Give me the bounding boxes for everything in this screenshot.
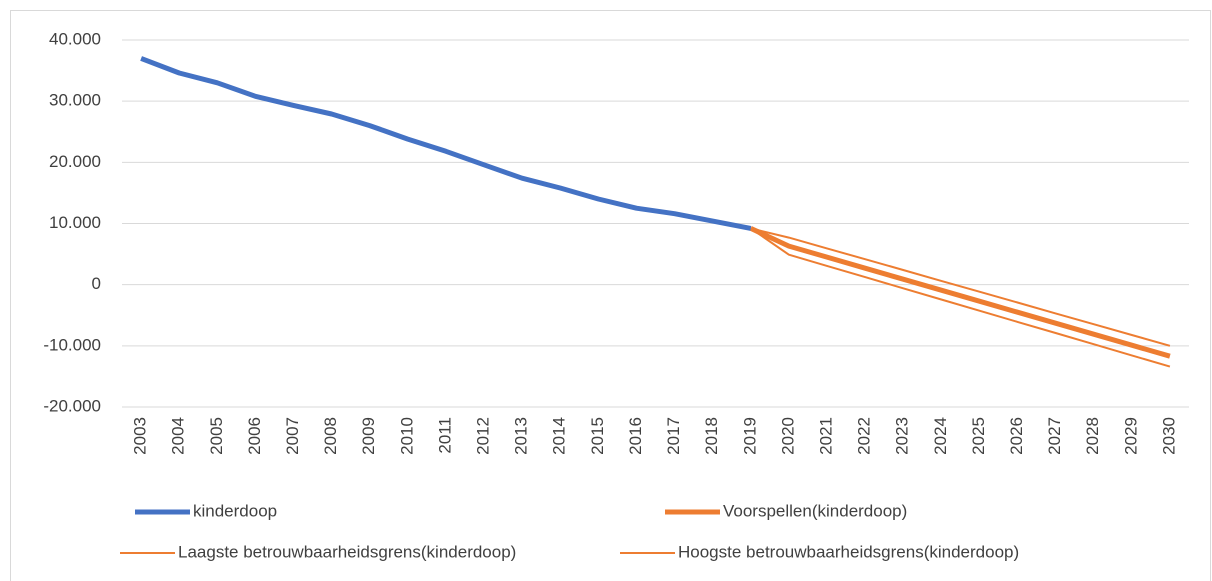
x-tick-label: 2003	[131, 417, 150, 455]
series-line	[750, 227, 1171, 347]
x-tick-label: 2023	[893, 417, 912, 455]
x-tick-label: 2028	[1083, 417, 1102, 455]
x-tick-label: 2015	[588, 417, 607, 455]
y-tick-label: 20.000	[49, 152, 101, 171]
x-tick-label: 2029	[1121, 417, 1140, 455]
series-line	[750, 227, 1171, 368]
x-tick-label: 2004	[169, 417, 188, 455]
x-tick-label: 2027	[1045, 417, 1064, 455]
series-line	[749, 226, 1171, 359]
legend-label: kinderdoop	[193, 501, 277, 520]
legend-label: Hoogste betrouwbaarheidsgrens(kinderdoop…	[678, 542, 1019, 561]
x-tick-label: 2021	[816, 417, 835, 455]
x-tick-label: 2020	[778, 417, 797, 455]
x-tick-label: 2014	[550, 417, 569, 455]
y-tick-label: 40.000	[49, 29, 101, 48]
y-tick-label: -10.000	[43, 335, 101, 354]
x-tick-label: 2016	[626, 417, 645, 455]
chart-frame	[10, 10, 1211, 581]
x-tick-label: 2022	[855, 417, 874, 455]
x-tick-label: 2006	[245, 417, 264, 455]
x-tick-label: 2026	[1007, 417, 1026, 455]
x-tick-label: 2018	[702, 417, 721, 455]
x-tick-label: 2017	[664, 417, 683, 455]
x-tick-label: 2007	[283, 417, 302, 455]
y-tick-label: -20.000	[43, 396, 101, 415]
x-tick-label: 2025	[969, 417, 988, 455]
x-tick-label: 2009	[359, 417, 378, 455]
x-tick-label: 2011	[435, 417, 454, 454]
x-tick-label: 2024	[931, 417, 950, 455]
x-tick-label: 2019	[740, 417, 759, 455]
x-tick-label: 2013	[512, 417, 531, 455]
x-tick-label: 2012	[474, 417, 493, 455]
series-line	[140, 56, 752, 231]
y-tick-label: 0	[92, 274, 101, 293]
x-tick-label: 2008	[321, 417, 340, 455]
y-tick-label: 10.000	[49, 213, 101, 232]
y-tick-label: 30.000	[49, 91, 101, 110]
x-tick-label: 2010	[397, 417, 416, 455]
x-tick-label: 2030	[1159, 417, 1178, 455]
legend-label: Laagste betrouwbaarheidsgrens(kinderdoop…	[178, 542, 516, 561]
x-tick-label: 2005	[207, 417, 226, 455]
legend-label: Voorspellen(kinderdoop)	[723, 501, 907, 520]
